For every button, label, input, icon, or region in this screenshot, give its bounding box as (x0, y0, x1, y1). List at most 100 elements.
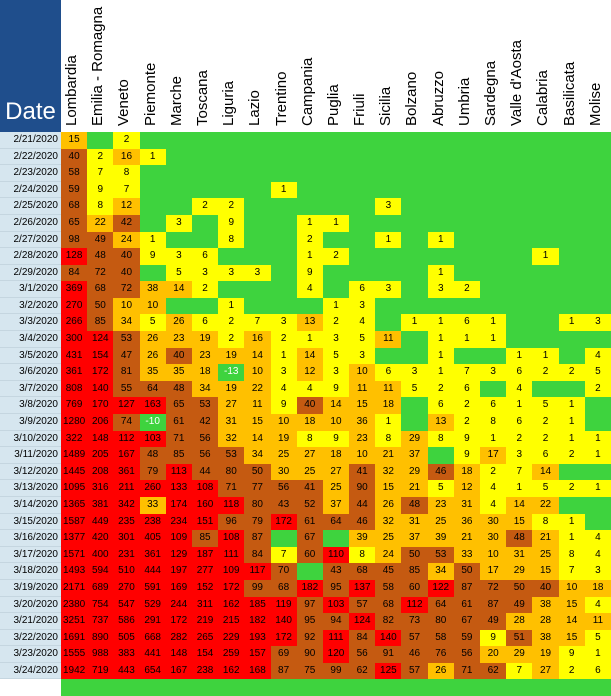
data-cell[interactable]: 14 (244, 430, 271, 448)
data-cell[interactable]: 300 (61, 331, 88, 348)
data-cell[interactable]: 3251 (61, 613, 88, 630)
data-cell[interactable]: 49 (87, 231, 114, 249)
region-column-header[interactable]: Puglia (323, 0, 347, 132)
data-cell[interactable]: 2 (480, 463, 507, 481)
data-cell[interactable]: 48 (87, 248, 114, 265)
data-cell[interactable]: 40 (165, 347, 192, 365)
data-cell[interactable]: 71 (165, 430, 192, 448)
date-cell[interactable]: 2/29/2020 (0, 264, 61, 282)
data-cell[interactable]: 128 (61, 248, 88, 265)
data-cell[interactable]: 26 (139, 347, 166, 365)
data-cell[interactable]: 109 (165, 530, 192, 547)
data-cell[interactable]: 2380 (61, 596, 88, 614)
data-cell[interactable]: 9 (139, 248, 166, 265)
data-cell[interactable]: 50 (87, 297, 114, 315)
data-cell[interactable]: 72 (113, 281, 140, 298)
data-cell[interactable]: 229 (218, 629, 245, 647)
data-cell[interactable]: 4 (480, 480, 507, 497)
data-cell[interactable]: 277 (191, 563, 219, 580)
data-cell[interactable]: 2 (453, 414, 481, 431)
data-cell[interactable]: 39 (427, 530, 454, 547)
data-cell[interactable]: 41 (296, 480, 323, 497)
data-cell[interactable]: 56 (453, 646, 481, 663)
data-cell[interactable]: 56 (191, 430, 219, 448)
region-column-header[interactable]: Basilicata (559, 0, 583, 132)
data-cell[interactable]: 291 (139, 613, 166, 630)
data-cell[interactable]: 98 (61, 231, 88, 249)
region-column-header[interactable]: Bolzano (401, 0, 425, 132)
data-cell[interactable]: 160 (191, 496, 219, 514)
data-cell[interactable]: 140 (375, 629, 402, 647)
data-cell[interactable]: 270 (61, 297, 88, 315)
data-cell[interactable]: 1095 (61, 480, 88, 497)
data-cell[interactable]: 29 (401, 430, 428, 448)
data-cell[interactable]: 988 (87, 646, 114, 663)
data-cell[interactable]: 443 (113, 662, 140, 680)
data-cell[interactable]: 91 (375, 646, 402, 663)
data-cell[interactable]: 2 (218, 331, 245, 348)
data-cell[interactable]: 9 (453, 430, 481, 448)
data-cell[interactable]: 12 (296, 364, 323, 381)
data-cell[interactable]: 1 (427, 231, 454, 249)
data-cell[interactable]: 266 (61, 314, 88, 332)
data-cell[interactable]: 197 (165, 563, 192, 580)
data-cell[interactable]: 92 (296, 629, 323, 647)
data-cell[interactable]: 25 (427, 513, 454, 531)
data-cell[interactable]: 301 (113, 530, 140, 547)
data-cell[interactable]: 62 (480, 662, 507, 680)
data-cell[interactable]: 25 (296, 463, 323, 481)
data-cell[interactable]: 9 (270, 397, 297, 415)
data-cell[interactable]: 168 (244, 662, 271, 680)
data-cell[interactable]: 1 (506, 347, 533, 365)
date-cell[interactable]: 3/15/2020 (0, 513, 61, 531)
data-cell[interactable]: 1 (427, 314, 454, 332)
data-cell[interactable]: 206 (87, 414, 114, 431)
data-cell[interactable]: 3 (165, 248, 192, 265)
data-cell[interactable]: 14 (165, 281, 192, 298)
data-cell[interactable]: 211 (113, 480, 140, 497)
data-cell[interactable]: 18 (584, 579, 611, 597)
data-cell[interactable]: 1555 (61, 646, 88, 663)
data-cell[interactable]: 27 (532, 662, 559, 680)
date-cell[interactable]: 3/22/2020 (0, 629, 61, 647)
data-cell[interactable]: 44 (349, 496, 376, 514)
data-cell[interactable]: 3 (322, 364, 350, 381)
data-cell[interactable]: 1 (453, 331, 481, 348)
date-cell[interactable]: 3/1/2020 (0, 281, 61, 298)
region-column-header[interactable]: Piemonte (140, 0, 164, 132)
data-cell[interactable]: 172 (165, 613, 192, 630)
data-cell[interactable]: 431 (61, 347, 88, 365)
date-cell[interactable]: 3/6/2020 (0, 364, 61, 381)
data-cell[interactable]: 74 (113, 414, 140, 431)
data-cell[interactable]: 61 (453, 596, 481, 614)
data-cell[interactable]: 1377 (61, 530, 88, 547)
data-cell[interactable]: 37 (401, 447, 428, 464)
data-cell[interactable]: 38 (139, 281, 166, 298)
data-cell[interactable]: 170 (87, 397, 114, 415)
data-cell[interactable]: 46 (427, 463, 454, 481)
date-cell[interactable]: 2/28/2020 (0, 248, 61, 265)
data-cell[interactable]: 3 (349, 297, 376, 315)
data-cell[interactable]: 77 (244, 480, 271, 497)
data-cell[interactable]: 99 (244, 579, 271, 597)
region-column-header[interactable]: Toscana (192, 0, 216, 132)
data-cell[interactable]: 10 (244, 364, 271, 381)
data-cell[interactable]: 61 (296, 513, 323, 531)
date-cell[interactable]: 2/24/2020 (0, 181, 61, 199)
data-cell[interactable]: 59 (453, 629, 481, 647)
region-column-header[interactable]: Trentino (271, 0, 295, 132)
data-cell[interactable]: 7 (558, 563, 585, 580)
data-cell[interactable]: 110 (322, 546, 350, 564)
data-cell[interactable]: 505 (113, 629, 140, 647)
data-cell[interactable]: 87 (270, 662, 297, 680)
data-cell[interactable]: 87 (480, 596, 507, 614)
data-cell[interactable]: 26 (427, 662, 454, 680)
data-cell[interactable]: 547 (113, 596, 140, 614)
data-cell[interactable]: 10 (480, 546, 507, 564)
data-cell[interactable]: 15 (558, 596, 585, 614)
data-cell[interactable]: 56 (349, 646, 376, 663)
data-cell[interactable]: 2 (322, 314, 350, 332)
data-cell[interactable]: 185 (244, 596, 271, 614)
data-cell[interactable]: 50 (453, 563, 481, 580)
data-cell[interactable]: 32 (218, 430, 245, 448)
